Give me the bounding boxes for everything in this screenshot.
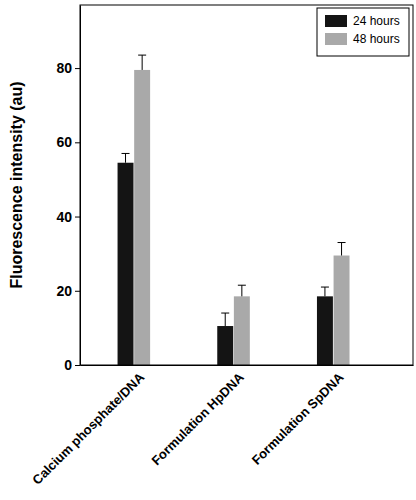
legend-swatch	[325, 15, 347, 27]
tick: Calcium phosphate/DNA	[29, 369, 147, 487]
tick: Formulation HpDNA	[148, 369, 247, 468]
legend-label: 48 hours	[353, 32, 400, 46]
legend-entry: 48 hours	[325, 32, 400, 46]
tick-label: 20	[56, 283, 72, 299]
error-bar	[321, 287, 329, 296]
y-axis: 0 20 40 60 80	[56, 6, 80, 373]
tick-label: Formulation SpDNA	[249, 369, 347, 467]
bar	[317, 296, 333, 365]
tick-mark	[75, 142, 80, 143]
bar	[217, 326, 233, 365]
tick-label: 0	[64, 357, 72, 373]
tick-mark	[75, 291, 80, 292]
tick-label: Calcium phosphate/DNA	[29, 369, 147, 487]
bars	[118, 55, 350, 365]
tick-mark	[75, 365, 80, 366]
plot-area: 020406080Calcium phosphate/DNAFormulatio…	[29, 5, 413, 488]
tick: 0	[64, 357, 80, 373]
error-bars	[122, 153, 329, 326]
tick: 80	[56, 60, 80, 76]
tick-mark	[75, 68, 80, 69]
error-bar	[138, 55, 146, 70]
error-bar	[221, 313, 229, 326]
tick-mark	[75, 217, 80, 218]
tick: Formulation SpDNA	[249, 369, 347, 467]
tick: 40	[56, 209, 80, 225]
bar	[118, 163, 134, 365]
legend: 24 hours 48 hours	[317, 8, 409, 56]
series	[134, 70, 349, 365]
axis-line	[80, 6, 81, 366]
plot-frame	[80, 5, 413, 365]
tick-label: 60	[56, 134, 72, 150]
tick: 20	[56, 283, 80, 299]
tick-label: 40	[56, 209, 72, 225]
y-axis-title: Fluorescence intensity (au)	[8, 81, 25, 288]
legend-label: 24 hours	[353, 14, 400, 28]
tick-label: Formulation HpDNA	[148, 369, 247, 468]
error-bar	[238, 285, 246, 296]
error-bars	[138, 55, 345, 296]
chart-svg: 020406080Calcium phosphate/DNAFormulatio…	[0, 0, 416, 500]
bar	[134, 70, 150, 365]
legend-entry: 24 hours	[325, 14, 400, 28]
legend-box	[317, 8, 409, 56]
bar	[234, 296, 250, 365]
chart-container: 020406080Calcium phosphate/DNAFormulatio…	[0, 0, 416, 500]
tick-label: 80	[56, 60, 72, 76]
bar	[334, 256, 350, 365]
axis-line	[81, 365, 414, 366]
error-bar	[122, 153, 130, 162]
tick: 60	[56, 134, 80, 150]
x-axis: Calcium phosphate/DNAFormulation HpDNAFo…	[29, 366, 413, 488]
error-bar	[338, 243, 346, 256]
legend-swatch	[325, 33, 347, 45]
